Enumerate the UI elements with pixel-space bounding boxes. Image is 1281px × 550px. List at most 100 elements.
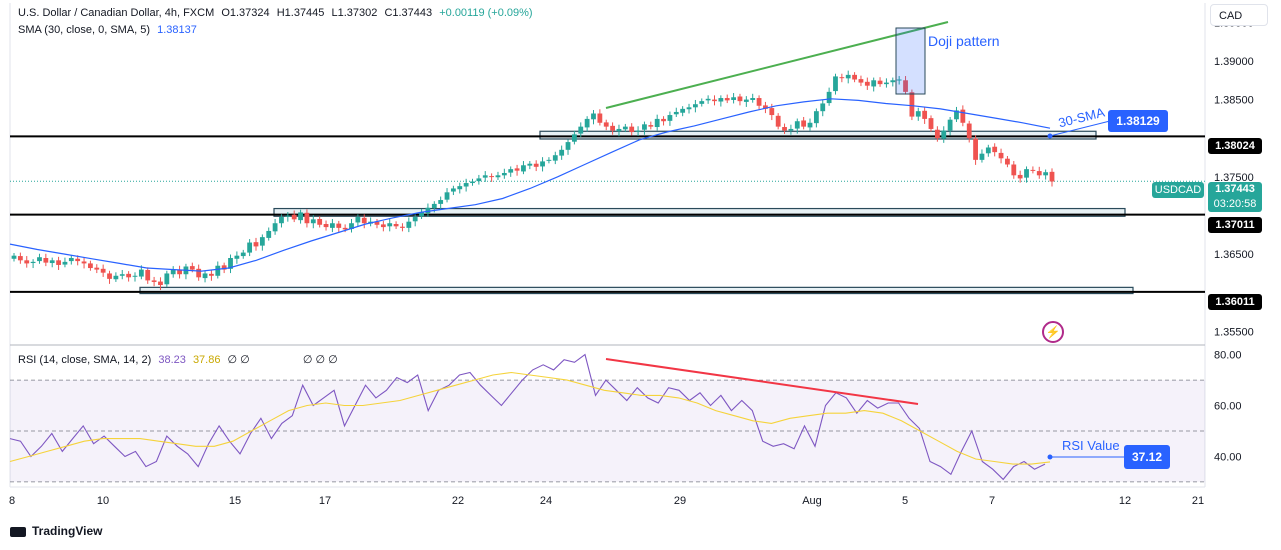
candle-body bbox=[654, 118, 660, 128]
candle-body bbox=[533, 163, 539, 167]
candle-body bbox=[56, 260, 61, 265]
candle-body bbox=[470, 181, 475, 184]
high-value: H1.37445 bbox=[276, 7, 325, 19]
candle-body bbox=[247, 242, 253, 253]
candle-body bbox=[763, 105, 768, 109]
candle-body bbox=[145, 269, 151, 281]
candle-body bbox=[1011, 164, 1017, 176]
candle-body bbox=[431, 203, 437, 209]
time-tick-label: 17 bbox=[319, 495, 331, 507]
candle-body bbox=[820, 103, 826, 112]
time-tick-label: 29 bbox=[674, 495, 686, 507]
candle-body bbox=[992, 146, 998, 153]
candle-body bbox=[769, 108, 775, 116]
candle-body bbox=[584, 118, 590, 128]
candle-body bbox=[49, 260, 55, 264]
candle-body bbox=[317, 218, 323, 225]
candle-body bbox=[476, 178, 482, 182]
candle-body bbox=[610, 125, 616, 131]
currency-button[interactable]: CAD bbox=[1210, 4, 1268, 26]
rsi-axis[interactable]: 40.00 60.00 80.00 bbox=[1214, 350, 1242, 464]
candle-body bbox=[323, 224, 329, 228]
candle-body bbox=[960, 109, 966, 123]
sma-legend-value: 1.38137 bbox=[157, 24, 197, 36]
rsi-annotation-label: RSI Value bbox=[1062, 438, 1120, 453]
time-axis[interactable]: 8 10 15 17 22 24 29 Aug 5 7 12 21 bbox=[9, 495, 1204, 507]
tradingview-logo[interactable]: TradingView bbox=[10, 524, 102, 538]
candle-body bbox=[661, 118, 666, 122]
candle-body bbox=[266, 230, 272, 238]
price-badge-value: 1.37443 bbox=[1215, 183, 1255, 195]
price-tick-label: 1.35500 bbox=[1214, 326, 1254, 338]
rsi-callout-dot bbox=[1047, 454, 1053, 460]
candle-body bbox=[164, 273, 170, 285]
candle-body bbox=[794, 121, 800, 129]
time-tick-label: Aug bbox=[802, 495, 822, 507]
rsi-pane-background bbox=[10, 379, 1205, 483]
candle-body bbox=[374, 221, 380, 225]
candle-body bbox=[909, 92, 915, 117]
rsi-legend[interactable]: RSI (14, close, SMA, 14, 2) 38.23 37.86 … bbox=[18, 353, 342, 366]
symbol-badge: USDCAD bbox=[1152, 182, 1204, 198]
candle-body bbox=[215, 265, 221, 276]
candle-body bbox=[189, 266, 195, 270]
candle-body bbox=[858, 79, 864, 83]
candle-body bbox=[482, 175, 488, 178]
candle-body bbox=[928, 118, 934, 129]
candle-body bbox=[871, 80, 877, 87]
candle-body bbox=[253, 242, 259, 247]
candle-body bbox=[985, 147, 991, 154]
sma-legend[interactable]: SMA (30, close, 0, SMA, 5) 1.38137 bbox=[18, 24, 201, 36]
candle-body bbox=[43, 258, 49, 263]
candle-body bbox=[132, 275, 138, 277]
close-value: C1.37443 bbox=[384, 7, 433, 19]
candle-body bbox=[393, 224, 399, 227]
time-tick-label: 21 bbox=[1192, 495, 1204, 507]
zone-rect bbox=[139, 286, 1134, 295]
open-value: O1.37324 bbox=[221, 7, 270, 19]
candle-body bbox=[310, 219, 316, 224]
candle-body bbox=[138, 269, 144, 277]
candle-body bbox=[692, 104, 698, 108]
candle-body bbox=[934, 129, 940, 139]
lightning-icon[interactable]: ⚡ bbox=[1042, 321, 1064, 343]
time-tick-label: 12 bbox=[1119, 495, 1131, 507]
candle-body bbox=[380, 224, 386, 228]
candle-body bbox=[68, 258, 74, 262]
candle-body bbox=[922, 110, 928, 119]
time-tick-label: 7 bbox=[989, 495, 995, 507]
candle-body bbox=[450, 188, 456, 192]
time-tick-label: 24 bbox=[540, 495, 552, 507]
candle-body bbox=[622, 126, 628, 130]
price-axis[interactable]: 1.355001.365001.375001.385001.390001.395… bbox=[1214, 17, 1254, 338]
sma-callout-badge: 1.38129 bbox=[1108, 110, 1168, 132]
candle-body bbox=[37, 257, 42, 262]
candle-body bbox=[272, 223, 278, 232]
rsi-ma-polyline bbox=[9, 371, 1051, 465]
candle-body bbox=[1005, 158, 1010, 165]
candle-body bbox=[686, 107, 692, 110]
rsi-divergence-line bbox=[605, 358, 919, 405]
rsi-lines bbox=[9, 353, 1051, 481]
candle-body bbox=[1049, 171, 1055, 182]
rsi-legend-value: 38.23 bbox=[158, 354, 186, 366]
candle-body bbox=[839, 77, 845, 79]
candle-body bbox=[750, 98, 756, 100]
candle-body bbox=[616, 128, 622, 132]
candle-body bbox=[336, 223, 342, 228]
candle-body bbox=[88, 263, 93, 269]
candle-body bbox=[279, 217, 284, 224]
candle-body bbox=[419, 212, 424, 217]
candle-body bbox=[221, 265, 227, 270]
price-grid bbox=[9, 3, 1206, 488]
candle-body bbox=[158, 281, 163, 286]
candle-body bbox=[852, 74, 857, 80]
low-value: L1.37302 bbox=[331, 7, 378, 19]
level-badge-2: 1.37011 bbox=[1208, 217, 1262, 233]
candle-body bbox=[107, 273, 112, 279]
candlesticks bbox=[11, 70, 1055, 291]
candle-body bbox=[113, 275, 119, 280]
trend-drawings bbox=[605, 21, 1124, 460]
candle-body bbox=[788, 128, 794, 131]
